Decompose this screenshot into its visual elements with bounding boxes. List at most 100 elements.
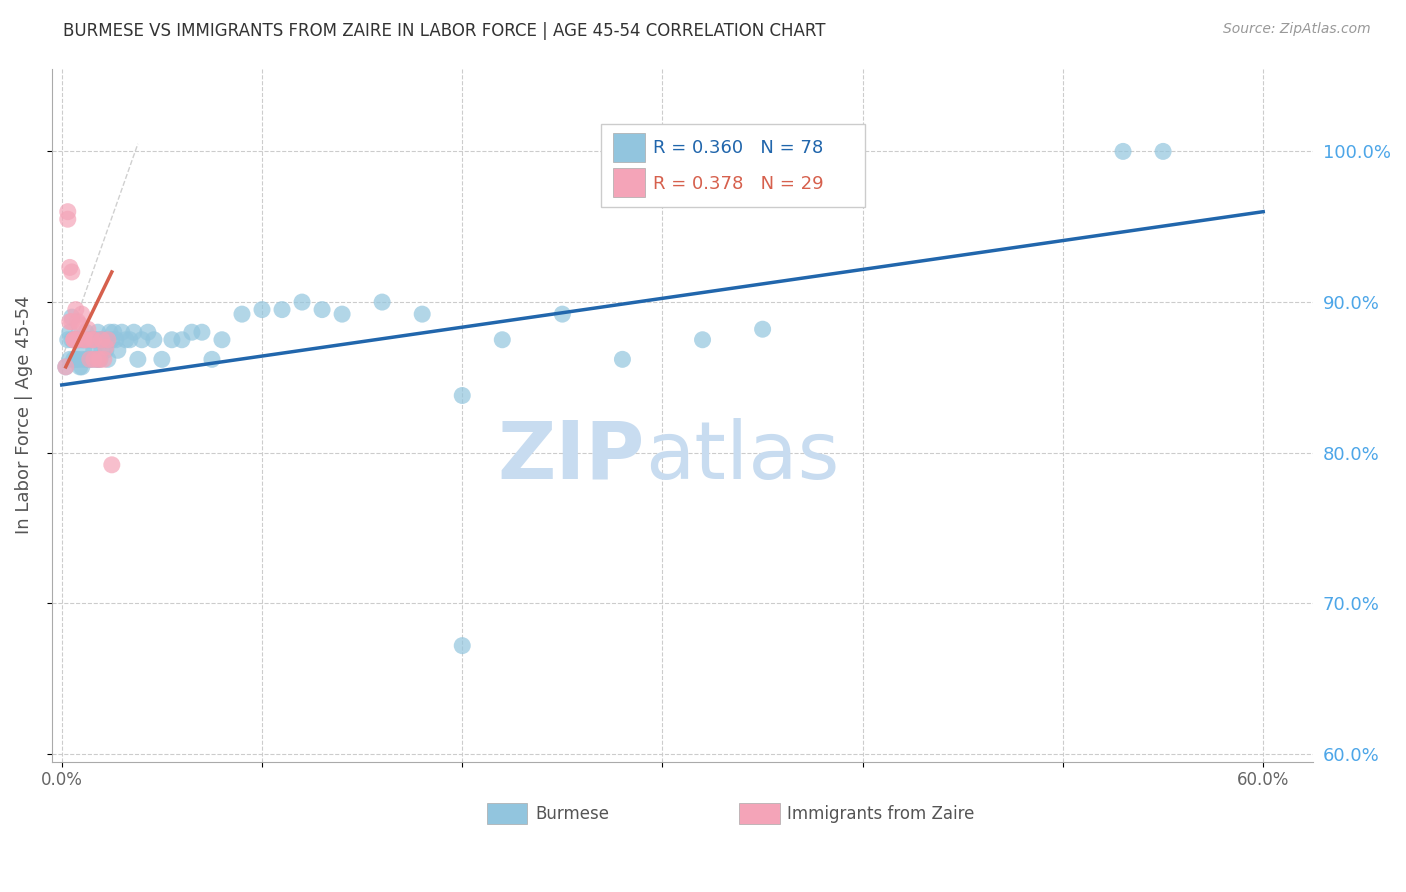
Point	[122, 325, 145, 339]
Text: Immigrants from Zaire: Immigrants from Zaire	[787, 805, 974, 822]
Point	[103, 325, 125, 339]
Bar	[486, 804, 527, 824]
Point	[83, 333, 105, 347]
Point	[89, 352, 111, 367]
Point	[291, 295, 314, 310]
Point	[150, 352, 173, 367]
Point	[98, 325, 121, 339]
Point	[191, 325, 214, 339]
Point	[70, 333, 93, 347]
Point	[87, 352, 110, 367]
Point	[62, 333, 84, 347]
Point	[73, 333, 96, 347]
Point	[55, 359, 77, 374]
Point	[79, 352, 101, 367]
Point	[1152, 145, 1174, 159]
Point	[73, 333, 96, 347]
Point	[201, 352, 224, 367]
Point	[118, 333, 141, 347]
Text: ZIP: ZIP	[498, 417, 645, 496]
Point	[66, 352, 89, 367]
Point	[107, 343, 129, 358]
Point	[59, 315, 82, 329]
Point	[330, 307, 353, 321]
Point	[62, 352, 84, 367]
Point	[62, 333, 84, 347]
Point	[111, 325, 134, 339]
Point	[751, 322, 773, 336]
Point	[83, 352, 105, 367]
Point	[75, 325, 97, 339]
Point	[79, 333, 101, 347]
Point	[65, 302, 87, 317]
Point	[181, 325, 204, 339]
Point	[97, 333, 120, 347]
Point	[87, 325, 110, 339]
Point	[411, 307, 433, 321]
Point	[90, 333, 112, 347]
Point	[104, 333, 127, 347]
Point	[160, 333, 183, 347]
Point	[60, 310, 83, 325]
Point	[65, 333, 87, 347]
Point	[451, 388, 474, 402]
Point	[80, 333, 103, 347]
Point	[97, 352, 120, 367]
Point	[66, 333, 89, 347]
Text: BURMESE VS IMMIGRANTS FROM ZAIRE IN LABOR FORCE | AGE 45-54 CORRELATION CHART: BURMESE VS IMMIGRANTS FROM ZAIRE IN LABO…	[63, 22, 825, 40]
Point	[94, 340, 117, 354]
Point	[65, 352, 87, 367]
Point	[97, 333, 120, 347]
FancyBboxPatch shape	[600, 124, 866, 207]
Point	[59, 352, 82, 367]
Point	[131, 333, 153, 347]
Point	[70, 359, 93, 374]
Point	[76, 333, 98, 347]
Text: R = 0.378   N = 29: R = 0.378 N = 29	[654, 175, 824, 193]
Point	[59, 325, 82, 339]
Point	[59, 260, 82, 275]
Text: atlas: atlas	[645, 417, 839, 496]
Point	[93, 333, 115, 347]
Point	[56, 204, 79, 219]
Y-axis label: In Labor Force | Age 45-54: In Labor Force | Age 45-54	[15, 296, 32, 534]
Point	[90, 343, 112, 358]
Point	[60, 315, 83, 329]
Point	[56, 212, 79, 227]
Point	[84, 333, 107, 347]
Point	[491, 333, 513, 347]
Point	[89, 352, 111, 367]
Point	[551, 307, 574, 321]
Point	[73, 343, 96, 358]
Point	[101, 333, 124, 347]
Point	[211, 333, 233, 347]
Point	[66, 315, 89, 329]
Point	[89, 333, 111, 347]
Point	[70, 307, 93, 321]
Point	[69, 359, 91, 374]
Point	[60, 333, 83, 347]
Point	[75, 352, 97, 367]
Point	[311, 302, 333, 317]
Point	[80, 352, 103, 367]
Point	[60, 265, 83, 279]
Point	[94, 343, 117, 358]
Point	[271, 302, 294, 317]
Point	[692, 333, 714, 347]
Point	[66, 333, 89, 347]
Bar	[740, 804, 780, 824]
Point	[93, 352, 115, 367]
Point	[371, 295, 394, 310]
Text: Burmese: Burmese	[534, 805, 609, 822]
Point	[127, 352, 149, 367]
Point	[75, 333, 97, 347]
Point	[101, 458, 124, 472]
Point	[55, 359, 77, 374]
Point	[612, 352, 634, 367]
Text: Source: ZipAtlas.com: Source: ZipAtlas.com	[1223, 22, 1371, 37]
Point	[70, 352, 93, 367]
Point	[83, 343, 105, 358]
Point	[79, 352, 101, 367]
Point	[76, 322, 98, 336]
Bar	[613, 168, 645, 197]
